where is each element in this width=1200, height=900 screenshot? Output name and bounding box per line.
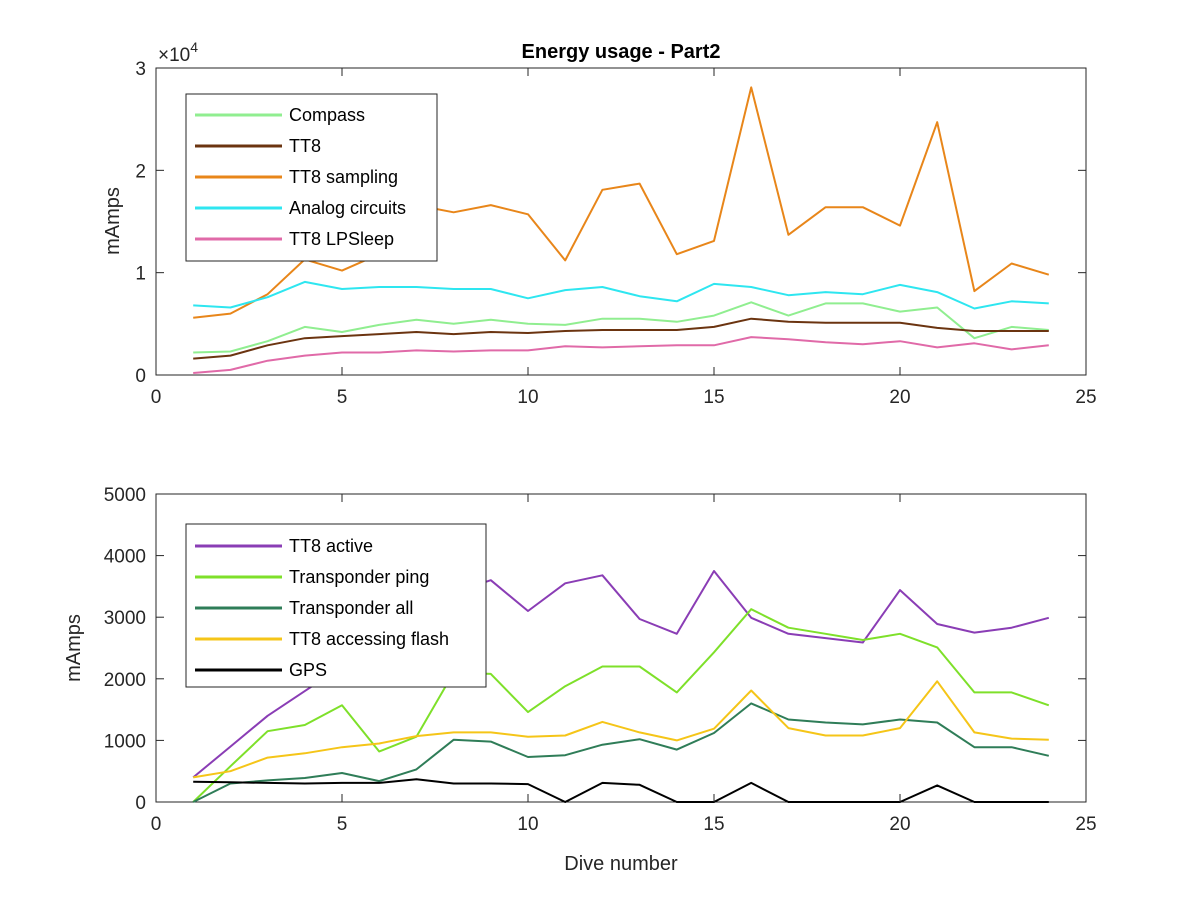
bottom-legend-label: Transponder all	[289, 598, 413, 618]
top-x-tick-label: 15	[703, 387, 724, 408]
bottom-y-axis-label: mAmps	[63, 614, 85, 682]
top-x-tick-label: 20	[889, 387, 910, 408]
bottom-legend-label: GPS	[289, 660, 327, 680]
exponent-base: ×10	[158, 45, 190, 66]
bottom-y-tick-label: 1000	[104, 731, 146, 752]
top-y-axis-label: mAmps	[102, 187, 124, 255]
bottom-x-tick-label: 25	[1075, 814, 1096, 835]
top-series-compass	[193, 301, 1049, 354]
top-series-tt8-sampling	[193, 86, 1050, 319]
bottom-series-transponder-ping	[192, 608, 1050, 803]
exponent-power: 4	[190, 39, 198, 55]
top-legend-label: TT8	[289, 136, 321, 156]
bottom-y-tick-label: 4000	[104, 547, 146, 568]
top-x-tick-label: 10	[517, 387, 538, 408]
bottom-x-tick-label: 5	[337, 814, 348, 835]
bottom-y-tick-label: 5000	[104, 485, 146, 506]
bottom-y-tick-label: 2000	[104, 670, 146, 691]
top-x-tick-label: 25	[1075, 387, 1096, 408]
bottom-ticks-group	[155, 493, 1087, 803]
bottom-y-tick-label: 3000	[104, 608, 146, 629]
bottom-y-tick-label: 0	[135, 793, 146, 814]
top-tick-labels: 0 5 10 15 20 25 0 1 2 3	[135, 59, 1096, 408]
top-exponent-label: ×104	[158, 39, 198, 66]
top-y-tick-label: 2	[135, 161, 146, 182]
top-legend-label: Compass	[289, 105, 365, 125]
bottom-legend: TT8 active Transponder ping Transponder al…	[185, 523, 487, 688]
bottom-x-tick-label: 10	[517, 814, 538, 835]
bottom-series-gps	[193, 778, 1049, 803]
bottom-legend-label: TT8 active	[289, 536, 373, 556]
bottom-legend-label: Transponder ping	[289, 567, 429, 587]
bottom-x-tick-label: 15	[703, 814, 724, 835]
bottom-tick-labels: 0 5 10 15 20 25 0 1000 2000 3000 4000 5000	[104, 485, 1097, 835]
top-y-tick-label: 0	[135, 366, 146, 387]
top-ticks-group	[155, 67, 1087, 376]
bottom-x-tick-label: 0	[151, 814, 162, 835]
top-legend-label: Analog circuits	[289, 198, 406, 218]
bottom-series-tt8-accessing-flash	[193, 680, 1049, 779]
top-series-tt8-lpsleep	[193, 336, 1049, 374]
top-legend-label: TT8 LPSleep	[289, 229, 394, 249]
top-series-group	[193, 86, 1050, 374]
top-x-tick-label: 5	[337, 387, 348, 408]
top-series-analog-circuits	[193, 280, 1049, 310]
bottom-legend-label: TT8 accessing flash	[289, 629, 449, 649]
top-legend: Compass TT8 TT8 sampling Analog circuits TT8…	[185, 93, 438, 262]
bottom-x-axis-label: Dive number	[564, 853, 678, 875]
top-series-tt8	[193, 317, 1049, 360]
top-legend-label: TT8 sampling	[289, 167, 398, 187]
top-y-tick-label: 3	[135, 59, 146, 80]
top-x-tick-label: 0	[151, 387, 162, 408]
top-plot-title: Energy usage - Part2	[522, 41, 721, 63]
top-y-tick-label: 1	[135, 264, 146, 285]
bottom-plot: 0 5 10 15 20 25 0 1000 2000 3000 4000 5000 Dive num…	[63, 485, 1097, 875]
bottom-legend-box	[185, 523, 487, 688]
top-plot: 0 5 10 15 20 25 0 1 2 3 Energy usage - Part2 mAmp…	[102, 39, 1097, 408]
bottom-x-tick-label: 20	[889, 814, 910, 835]
